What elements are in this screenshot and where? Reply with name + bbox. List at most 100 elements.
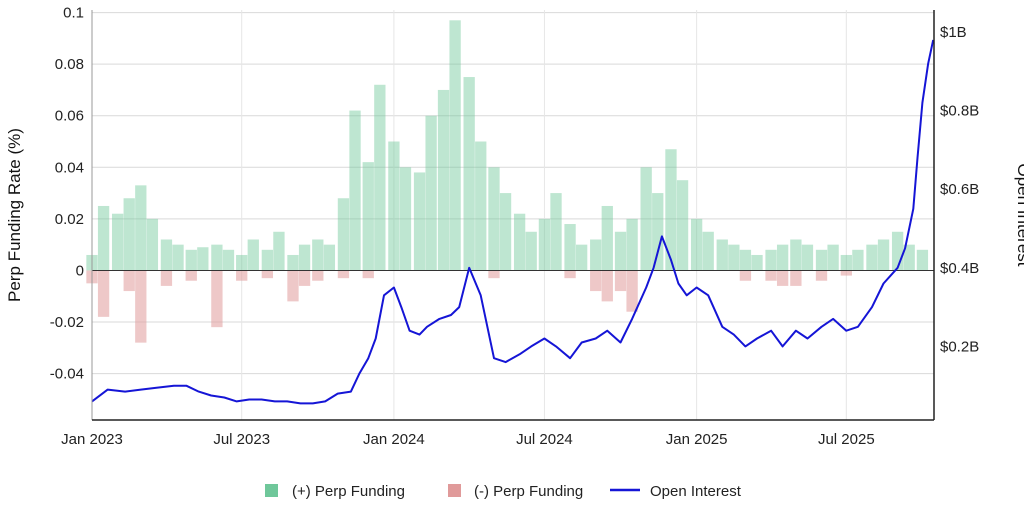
positive-funding-bar: [575, 244, 588, 271]
positive-funding-bar: [337, 198, 350, 271]
positive-funding-bar: [827, 244, 839, 271]
positive-funding-bar: [273, 231, 285, 271]
positive-funding-bar: [676, 180, 689, 271]
positive-funding-bar: [97, 205, 110, 271]
negative-funding-bar: [840, 270, 852, 276]
positive-funding-bar: [891, 231, 904, 271]
y-right-tick-label: $1B: [940, 24, 967, 41]
y-left-tick-label: 0.1: [63, 5, 84, 22]
positive-funding-bar: [790, 239, 802, 271]
negative-funding-bar: [287, 270, 299, 302]
x-tick-label: Jul 2025: [818, 431, 875, 448]
positive-funding-bar: [640, 167, 652, 271]
positive-funding-bar: [449, 20, 461, 271]
positive-funding-bar: [626, 218, 638, 271]
positive-funding-bar: [564, 224, 576, 271]
positive-funding-bar: [751, 254, 763, 271]
negative-funding-bar: [601, 270, 613, 302]
x-tick-label: Jul 2023: [213, 431, 270, 448]
positive-funding-bar: [374, 84, 386, 271]
negative-funding-bar: [312, 270, 324, 281]
y-left-tick-label: 0: [76, 262, 84, 279]
y-left-tick-label: 0.06: [55, 108, 84, 125]
legend: (+) Perp Funding (-) Perp Funding Open I…: [265, 483, 742, 500]
line-layer: [91, 39, 935, 405]
negative-funding-bar: [815, 270, 828, 281]
negative-funding-bar: [123, 270, 135, 292]
negative-funding-bar: [765, 270, 777, 281]
y-right-tick-label: $0.4B: [940, 260, 979, 277]
right-axis-title: Open Interest: [1014, 163, 1024, 266]
positive-funding-bar: [287, 254, 299, 271]
y-right-tick-label: $0.6B: [940, 181, 979, 198]
positive-funding-bar: [728, 244, 740, 271]
negative-funding-bar: [185, 270, 197, 281]
x-tick-label: Jan 2025: [666, 431, 728, 448]
positive-funding-bar: [388, 141, 400, 271]
positive-funding-bar: [211, 244, 223, 271]
negative-funding-bar: [236, 270, 248, 281]
x-tick-label: Jul 2024: [516, 431, 573, 448]
positive-funding-bar: [463, 77, 475, 271]
left-axis-title: Perp Funding Rate (%): [5, 128, 24, 302]
negative-funding-bar: [135, 270, 147, 343]
positive-funding-bar: [312, 239, 324, 271]
positive-funding-bar: [513, 213, 526, 271]
negative-funding-bar: [564, 270, 576, 279]
positive-funding-bar: [916, 249, 929, 271]
positive-funding-bar: [550, 193, 562, 271]
positive-funding-bar: [197, 247, 209, 271]
y-left-tick-label: -0.02: [50, 314, 84, 331]
positive-funding-bar: [111, 213, 124, 271]
positive-funding-bar: [185, 249, 197, 271]
positive-funding-bar: [499, 193, 512, 271]
positive-funding-bar: [614, 231, 627, 271]
open-interest-line: [91, 39, 935, 405]
positive-funding-bar: [425, 115, 437, 271]
negative-funding-bar: [790, 270, 802, 286]
positive-funding-bar: [362, 162, 374, 271]
negative-funding-bar: [626, 270, 638, 312]
positive-funding-bar: [590, 239, 602, 271]
positive-funding-bar: [877, 239, 890, 271]
negative-funding-bar: [337, 270, 350, 279]
positive-funding-bar: [690, 218, 703, 271]
positive-funding-bar: [840, 254, 852, 271]
positive-funding-bar: [437, 89, 450, 271]
x-tick-label: Jan 2024: [363, 431, 425, 448]
positive-funding-bar: [160, 239, 173, 271]
positive-funding-bar: [601, 205, 613, 271]
positive-funding-bar: [123, 198, 135, 271]
y-left-tick-label: 0.02: [55, 211, 84, 228]
y-left-tick-label: 0.04: [55, 159, 84, 176]
positive-funding-bar: [525, 231, 537, 271]
axes-layer: [91, 10, 935, 421]
positive-funding-bar: [399, 167, 412, 271]
positive-funding-bar: [815, 249, 828, 271]
positive-funding-bar: [135, 185, 147, 271]
positive-funding-bar: [247, 239, 259, 271]
negative-funding-bar: [488, 270, 500, 279]
legend-label-negative: (-) Perp Funding: [474, 483, 583, 500]
positive-funding-bar: [261, 249, 274, 271]
positive-funding-bar: [903, 244, 915, 271]
positive-funding-bar: [716, 239, 728, 271]
positive-funding-bar: [413, 172, 426, 271]
positive-funding-bar: [349, 110, 361, 271]
positive-funding-bar: [488, 167, 500, 271]
negative-funding-bar: [160, 270, 173, 286]
positive-funding-bar: [801, 244, 814, 271]
negative-funding-bar: [362, 270, 374, 279]
positive-funding-bar: [146, 218, 159, 271]
ticks-layer: 0.1 0.08 0.06 0.04 0.02 0 -0.02 -0.04 Jan 2023 Ju…: [50, 5, 979, 448]
y-left-tick-label: 0.08: [55, 56, 84, 73]
negative-funding-bar: [298, 270, 311, 286]
positive-funding-bar: [739, 249, 752, 271]
positive-funding-bar: [776, 244, 789, 271]
positive-funding-bar: [222, 249, 235, 271]
positive-funding-bar: [852, 249, 864, 271]
y-right-tick-label: $0.2B: [940, 338, 979, 355]
negative-funding-bar: [97, 270, 110, 317]
